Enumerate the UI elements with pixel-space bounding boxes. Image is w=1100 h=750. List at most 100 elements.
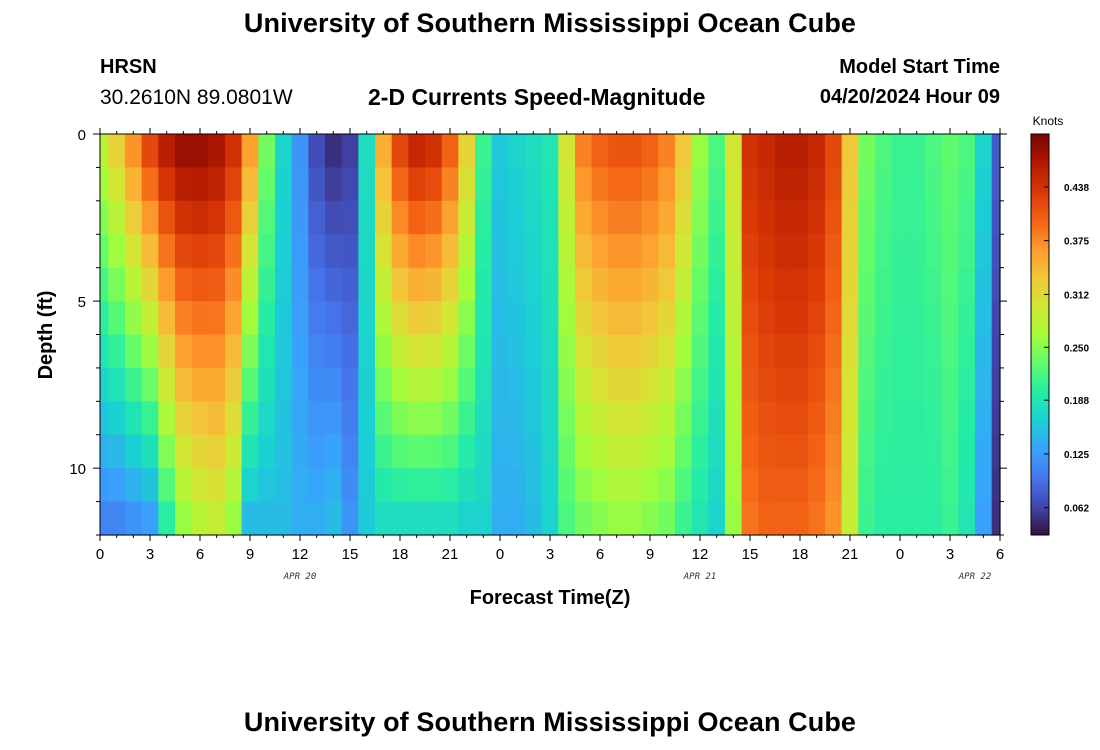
heatmap-cell xyxy=(575,200,593,235)
heatmap-cell xyxy=(341,501,359,536)
heatmap-cell xyxy=(375,401,393,436)
heatmap-cell xyxy=(775,334,793,369)
heatmap-cell xyxy=(891,501,909,536)
heatmap-cell xyxy=(708,134,726,169)
heatmap-cell xyxy=(775,134,793,169)
heatmap-cell xyxy=(275,234,293,269)
colorbar-swatch xyxy=(1031,364,1049,369)
heatmap-cell xyxy=(241,468,259,503)
heatmap-cell xyxy=(875,401,893,436)
heatmap-cell xyxy=(891,267,909,302)
colorbar-swatch xyxy=(1031,240,1049,245)
heatmap-cell xyxy=(941,234,959,269)
heatmap-cell xyxy=(475,200,493,235)
heatmap-cell xyxy=(908,501,926,536)
heatmap-cell xyxy=(275,301,293,336)
heatmap-cell xyxy=(708,167,726,202)
heatmap-cell xyxy=(908,134,926,169)
heatmap-cell xyxy=(958,301,976,336)
heatmap-cell xyxy=(258,334,276,369)
heatmap-cell xyxy=(791,434,809,469)
heatmap-cell xyxy=(541,334,559,369)
heatmap-cell xyxy=(841,200,859,235)
heatmap-cell xyxy=(975,301,993,336)
heatmap-cell xyxy=(125,234,143,269)
colorbar-swatch xyxy=(1031,424,1049,429)
heatmap-cell xyxy=(191,367,209,402)
heatmap-cell xyxy=(475,167,493,202)
colorbar-swatch xyxy=(1031,381,1049,386)
heatmap-cell xyxy=(100,234,109,269)
heatmap-cell xyxy=(141,301,159,336)
heatmap-cell xyxy=(758,200,776,235)
heatmap-cell xyxy=(258,367,276,402)
heatmap-cell xyxy=(825,501,843,536)
heatmap-cell xyxy=(525,167,543,202)
colorbar-swatch xyxy=(1031,524,1049,529)
heatmap-cell xyxy=(258,434,276,469)
colorbar-swatch xyxy=(1031,448,1049,452)
heatmap-cells xyxy=(100,134,1001,536)
heatmap-cell xyxy=(691,334,709,369)
heatmap-cell xyxy=(408,367,426,402)
heatmap-cell xyxy=(441,434,459,469)
heatmap-cell xyxy=(925,301,943,336)
heatmap-cell xyxy=(425,200,443,235)
heatmap-cell xyxy=(891,401,909,436)
heatmap-cell xyxy=(858,234,876,269)
heatmap-cell xyxy=(491,401,509,436)
colorbar-swatch xyxy=(1031,164,1049,168)
heatmap-cell xyxy=(741,234,759,269)
colorbar-swatch xyxy=(1031,518,1049,523)
heatmap-cell xyxy=(775,301,793,336)
heatmap-cell xyxy=(158,434,176,469)
heatmap-cell xyxy=(291,501,309,536)
heatmap-cell xyxy=(291,434,309,469)
colorbar-tick-label: 0.438 xyxy=(1064,183,1089,194)
heatmap-cell xyxy=(975,234,993,269)
heatmap-cell xyxy=(791,134,809,169)
model-start-label: Model Start Time xyxy=(839,56,1000,78)
heatmap-cell xyxy=(508,468,526,503)
heatmap-cell xyxy=(841,301,859,336)
heatmap-cell xyxy=(441,301,459,336)
heatmap-cell xyxy=(525,200,543,235)
heatmap-cell xyxy=(458,167,476,202)
heatmap-cell xyxy=(158,301,176,336)
heatmap-cell xyxy=(691,301,709,336)
heatmap-cell xyxy=(325,468,343,503)
heatmap-cell xyxy=(508,167,526,202)
heatmap-cell xyxy=(641,301,659,336)
heatmap-cell xyxy=(125,267,143,302)
heatmap-cell xyxy=(675,267,693,302)
heatmap-cell xyxy=(341,167,359,202)
heatmap-cell xyxy=(908,167,926,202)
heatmap-cell xyxy=(775,434,793,469)
heatmap-cell xyxy=(475,401,493,436)
heatmap-cell xyxy=(591,434,609,469)
heatmap-cell xyxy=(108,134,126,169)
heatmap-cell xyxy=(858,501,876,536)
heatmap-cell xyxy=(591,468,609,503)
heatmap-cell xyxy=(325,167,343,202)
heatmap-cell xyxy=(241,167,259,202)
heatmap-cell xyxy=(675,334,693,369)
colorbar-swatch xyxy=(1031,194,1049,198)
heatmap-cell xyxy=(608,267,626,302)
heatmap-cell xyxy=(941,334,959,369)
x-tick-label: 9 xyxy=(646,546,654,563)
heatmap-cell xyxy=(758,334,776,369)
heatmap-cell xyxy=(741,367,759,402)
colorbar-swatch xyxy=(1031,347,1049,352)
heatmap-cell xyxy=(308,401,326,436)
heatmap-cell xyxy=(875,134,893,169)
y-axis-title: Depth (ft) xyxy=(35,291,57,380)
colorbar-swatch xyxy=(1031,291,1049,295)
heatmap-cell xyxy=(758,501,776,536)
heatmap-cell xyxy=(691,501,709,536)
heatmap-cell xyxy=(291,468,309,503)
colorbar-swatch xyxy=(1031,528,1049,533)
heatmap-cell xyxy=(991,167,1001,202)
heatmap-cell xyxy=(425,468,443,503)
